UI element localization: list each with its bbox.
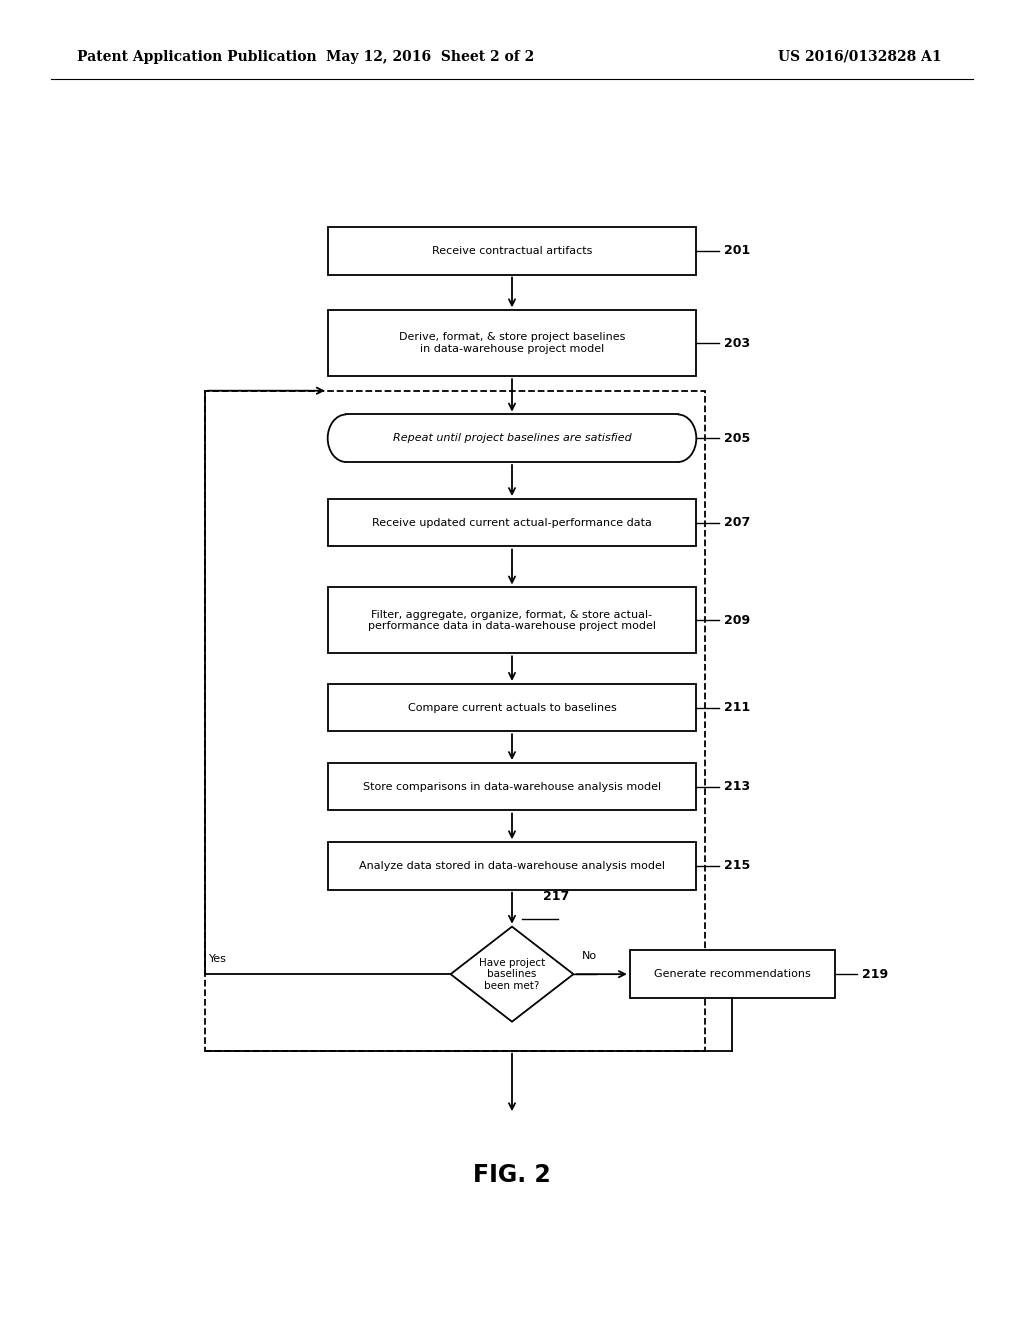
FancyBboxPatch shape — [328, 684, 696, 731]
Text: 205: 205 — [724, 432, 751, 445]
Text: 203: 203 — [724, 337, 751, 350]
Text: 217: 217 — [543, 890, 569, 903]
Text: Derive, format, & store project baselines
in data-warehouse project model: Derive, format, & store project baseline… — [398, 333, 626, 354]
Text: Filter, aggregate, organize, format, & store actual-
performance data in data-wa: Filter, aggregate, organize, format, & s… — [368, 610, 656, 631]
Text: Patent Application Publication: Patent Application Publication — [77, 50, 316, 63]
Text: No: No — [582, 950, 597, 961]
FancyBboxPatch shape — [328, 499, 696, 546]
FancyBboxPatch shape — [328, 763, 696, 810]
Text: Analyze data stored in data-warehouse analysis model: Analyze data stored in data-warehouse an… — [359, 861, 665, 871]
FancyBboxPatch shape — [328, 587, 696, 653]
Text: 209: 209 — [724, 614, 751, 627]
FancyBboxPatch shape — [346, 414, 678, 462]
Text: 201: 201 — [724, 244, 751, 257]
FancyBboxPatch shape — [328, 310, 696, 376]
Text: Receive contractual artifacts: Receive contractual artifacts — [432, 246, 592, 256]
Text: 213: 213 — [724, 780, 751, 793]
Text: Receive updated current actual-performance data: Receive updated current actual-performan… — [372, 517, 652, 528]
Text: Repeat until project baselines are satisfied: Repeat until project baselines are satis… — [392, 433, 632, 444]
Text: 219: 219 — [862, 968, 889, 981]
FancyBboxPatch shape — [328, 227, 696, 275]
Text: Generate recommendations: Generate recommendations — [653, 969, 811, 979]
Text: 211: 211 — [724, 701, 751, 714]
Text: 215: 215 — [724, 859, 751, 873]
Text: Compare current actuals to baselines: Compare current actuals to baselines — [408, 702, 616, 713]
Text: 207: 207 — [724, 516, 751, 529]
Text: Yes: Yes — [209, 953, 226, 964]
FancyBboxPatch shape — [328, 842, 696, 890]
Text: FIG. 2: FIG. 2 — [473, 1163, 551, 1187]
Text: Have project
baselines
been met?: Have project baselines been met? — [479, 957, 545, 991]
Polygon shape — [451, 927, 573, 1022]
Text: Store comparisons in data-warehouse analysis model: Store comparisons in data-warehouse anal… — [362, 781, 662, 792]
Text: May 12, 2016  Sheet 2 of 2: May 12, 2016 Sheet 2 of 2 — [326, 50, 535, 63]
Text: US 2016/0132828 A1: US 2016/0132828 A1 — [778, 50, 942, 63]
FancyBboxPatch shape — [630, 950, 835, 998]
